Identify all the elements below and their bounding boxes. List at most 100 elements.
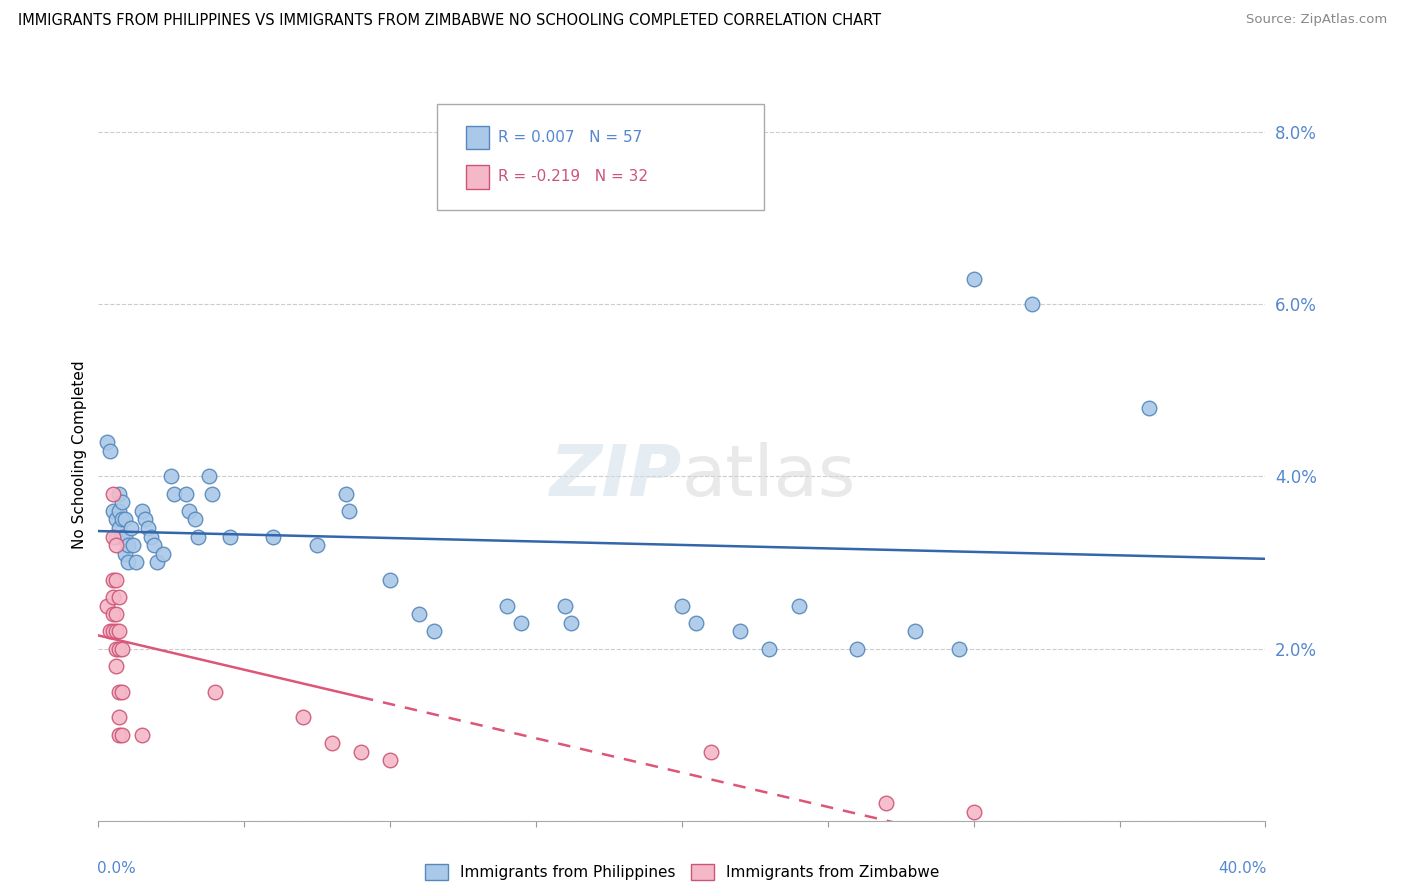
Point bbox=[96, 599, 118, 613]
Point bbox=[101, 590, 124, 604]
Point bbox=[495, 599, 517, 613]
Point bbox=[758, 641, 780, 656]
Point bbox=[728, 624, 751, 639]
Point bbox=[108, 624, 131, 639]
Text: IMMIGRANTS FROM PHILIPPINES VS IMMIGRANTS FROM ZIMBABWE NO SCHOOLING COMPLETED C: IMMIGRANTS FROM PHILIPPINES VS IMMIGRANT… bbox=[18, 13, 882, 29]
Point bbox=[408, 607, 430, 621]
Point bbox=[104, 573, 127, 587]
Point bbox=[904, 624, 927, 639]
Point bbox=[335, 486, 357, 500]
Point bbox=[104, 538, 127, 552]
Point bbox=[177, 504, 200, 518]
Point bbox=[104, 607, 127, 621]
Point bbox=[104, 658, 127, 673]
Point bbox=[510, 615, 533, 630]
Point bbox=[187, 530, 209, 544]
Point bbox=[378, 573, 402, 587]
Point bbox=[131, 728, 153, 742]
Point bbox=[111, 530, 134, 544]
Point bbox=[108, 521, 131, 535]
Point bbox=[423, 624, 446, 639]
Point bbox=[845, 641, 868, 656]
Point bbox=[183, 512, 205, 526]
Point bbox=[120, 521, 142, 535]
Point bbox=[262, 530, 284, 544]
Point bbox=[111, 728, 134, 742]
Y-axis label: No Schooling Completed: No Schooling Completed bbox=[72, 360, 87, 549]
Text: R = 0.007   N = 57: R = 0.007 N = 57 bbox=[498, 130, 641, 145]
Point bbox=[560, 615, 582, 630]
Point bbox=[948, 641, 970, 656]
FancyBboxPatch shape bbox=[437, 103, 763, 210]
Text: 40.0%: 40.0% bbox=[1218, 861, 1267, 876]
Point bbox=[101, 504, 124, 518]
Point bbox=[160, 469, 183, 483]
Point bbox=[108, 710, 131, 724]
Point bbox=[117, 556, 139, 570]
Point bbox=[198, 469, 221, 483]
Point bbox=[104, 624, 127, 639]
Text: ZIP: ZIP bbox=[550, 442, 682, 511]
Point bbox=[98, 443, 121, 458]
Point bbox=[101, 573, 124, 587]
Point bbox=[101, 607, 124, 621]
Point bbox=[101, 486, 124, 500]
Point bbox=[114, 512, 136, 526]
Point bbox=[108, 486, 131, 500]
Point bbox=[204, 684, 226, 698]
Point bbox=[378, 753, 402, 767]
Point bbox=[962, 271, 984, 285]
Point bbox=[201, 486, 224, 500]
Point bbox=[111, 684, 134, 698]
Point bbox=[350, 745, 373, 759]
Point bbox=[962, 805, 984, 819]
Point bbox=[104, 512, 127, 526]
Point bbox=[101, 530, 124, 544]
Point bbox=[101, 624, 124, 639]
Point bbox=[104, 641, 127, 656]
Text: Source: ZipAtlas.com: Source: ZipAtlas.com bbox=[1247, 13, 1388, 27]
Point bbox=[98, 624, 121, 639]
Point bbox=[111, 495, 134, 509]
Point bbox=[152, 547, 174, 561]
Point bbox=[337, 504, 360, 518]
Point bbox=[875, 797, 897, 811]
Point bbox=[700, 745, 723, 759]
Point bbox=[174, 486, 197, 500]
Text: 0.0%: 0.0% bbox=[97, 861, 136, 876]
Text: R = -0.219   N = 32: R = -0.219 N = 32 bbox=[498, 169, 648, 185]
Legend: Immigrants from Philippines, Immigrants from Zimbabwe: Immigrants from Philippines, Immigrants … bbox=[419, 858, 945, 886]
Point bbox=[108, 504, 131, 518]
Point bbox=[104, 530, 127, 544]
Point bbox=[108, 590, 131, 604]
Point bbox=[136, 521, 159, 535]
Text: atlas: atlas bbox=[682, 442, 856, 511]
Point bbox=[291, 710, 314, 724]
Point bbox=[111, 641, 134, 656]
Point bbox=[307, 538, 329, 552]
Point bbox=[1021, 297, 1043, 311]
Point bbox=[134, 512, 156, 526]
Point bbox=[218, 530, 240, 544]
Point bbox=[114, 547, 136, 561]
Point bbox=[685, 615, 707, 630]
Point bbox=[554, 599, 576, 613]
Point bbox=[96, 435, 118, 450]
Point bbox=[122, 538, 145, 552]
Point bbox=[117, 538, 139, 552]
Point bbox=[125, 556, 148, 570]
Point bbox=[108, 684, 131, 698]
Point bbox=[131, 504, 153, 518]
Point bbox=[108, 641, 131, 656]
Point bbox=[671, 599, 693, 613]
Point bbox=[1137, 401, 1160, 415]
Bar bbox=[465, 126, 489, 149]
Point bbox=[163, 486, 186, 500]
Point bbox=[111, 512, 134, 526]
Point bbox=[146, 556, 169, 570]
Point bbox=[321, 736, 343, 750]
Point bbox=[108, 728, 131, 742]
Bar bbox=[465, 165, 489, 189]
Point bbox=[114, 530, 136, 544]
Point bbox=[142, 538, 165, 552]
